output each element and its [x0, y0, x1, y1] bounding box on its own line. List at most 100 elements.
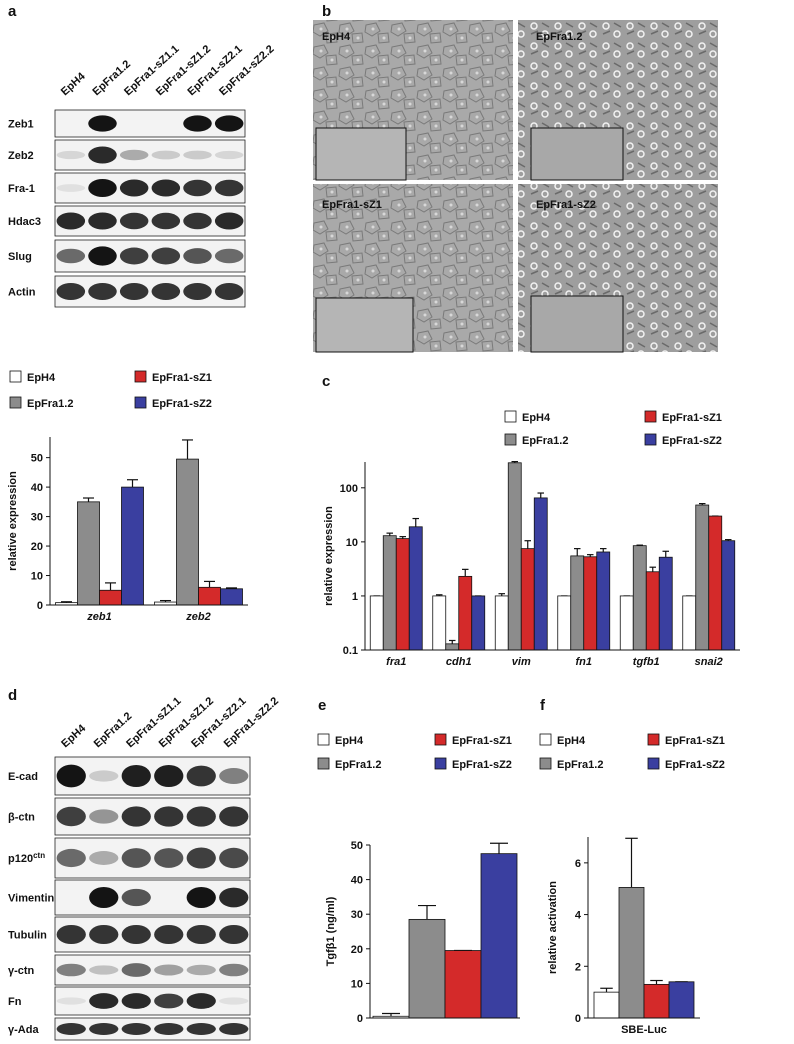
blot-band [121, 924, 151, 945]
bar [593, 991, 620, 1019]
blot-band [56, 806, 86, 827]
x-tick-label: cdh1 [446, 656, 472, 668]
bar [369, 595, 384, 651]
y-tick-label: 4 [575, 910, 582, 922]
blot-band [56, 997, 86, 1005]
panel-letter: a [8, 3, 17, 20]
blot-band [151, 179, 181, 197]
legend-swatch [504, 433, 517, 446]
lane-label: EpFra1-sZ1.2 [154, 43, 213, 98]
blot-band [219, 997, 249, 1005]
legend-label: EpFra1.2 [522, 435, 568, 447]
legend-swatch [317, 757, 330, 770]
blot-band [56, 963, 86, 977]
blot-band [186, 1022, 216, 1036]
row-label: Fra-1 [8, 183, 35, 195]
blot-band [154, 1022, 184, 1036]
blot-band [183, 248, 212, 264]
y-tick-label: 0 [37, 600, 43, 612]
bar [668, 981, 695, 1019]
legend-label: EpFra1-sZ2 [452, 759, 512, 771]
blot-band [119, 247, 149, 265]
y-tick-label: 2 [575, 961, 581, 973]
bar [99, 589, 122, 606]
blot-band [219, 768, 249, 784]
panel-letter: c [322, 373, 330, 390]
row-label: Vimentin [8, 893, 55, 905]
y-tick-label: 1 [352, 591, 358, 603]
row-label-text: p120 [8, 853, 33, 865]
bar [432, 595, 447, 651]
blot-band [214, 115, 244, 132]
bar [507, 462, 522, 651]
y-axis-label: relative expression [7, 471, 19, 571]
blot-band [151, 247, 181, 265]
blot-band [151, 283, 181, 300]
y-tick-label: 0.1 [343, 645, 358, 657]
bar [444, 950, 482, 1019]
blot-band [88, 146, 117, 164]
blot-band [183, 150, 212, 160]
micrograph-label: EpFra1-sZ1 [322, 199, 382, 211]
bar [458, 575, 473, 651]
bar [220, 588, 243, 606]
bar [382, 535, 397, 651]
y-tick-label: 40 [31, 482, 43, 494]
blot-band [219, 847, 249, 869]
blot-band [56, 212, 86, 230]
bar [471, 595, 486, 651]
blot-band [214, 283, 244, 300]
blot-strip [54, 954, 251, 986]
blot-band [214, 179, 244, 197]
blot-band [56, 764, 86, 788]
legend-swatch [647, 733, 660, 746]
blot-band [186, 993, 216, 1009]
blot-band [56, 150, 86, 160]
blot-strip [54, 879, 251, 916]
blot-strip [54, 239, 246, 273]
legend-label: EpH4 [522, 412, 551, 424]
blot-band [56, 248, 86, 264]
legend-label: EpFra1-sZ2 [665, 759, 725, 771]
blot-band [56, 924, 86, 945]
blot-band [56, 848, 86, 868]
blot-band [88, 212, 117, 230]
blot-band [186, 964, 216, 976]
bar [198, 586, 221, 606]
row-label: γ-ctn [8, 965, 35, 977]
blot-band [186, 924, 216, 945]
blot-band [219, 806, 249, 827]
blot-strip [54, 275, 246, 308]
bar [658, 556, 673, 651]
blot-band [186, 765, 216, 787]
x-tick-label: fra1 [386, 656, 406, 668]
row-label: Hdac3 [8, 216, 41, 228]
blot-band [89, 965, 119, 975]
blot-strip [54, 837, 251, 879]
x-tick-label: snai2 [695, 656, 723, 668]
bar [408, 526, 423, 651]
blot-band [214, 248, 244, 264]
row-label: Zeb1 [8, 119, 34, 131]
bar [176, 458, 199, 606]
lane-label: EpH4 [59, 70, 89, 98]
y-axis-label: relative expression [323, 506, 335, 606]
legend-label: EpFra1-sZ1 [662, 412, 722, 424]
blot-band [89, 809, 119, 824]
micrograph-label: EpFra1-sZ2 [536, 199, 596, 211]
legend-swatch [647, 757, 660, 770]
legend-label: EpH4 [27, 372, 56, 384]
blot-band [219, 963, 249, 977]
inset [530, 127, 624, 181]
row-label: p120ctn [8, 851, 45, 865]
y-tick-label: 0 [575, 1013, 581, 1025]
blot-band [119, 149, 149, 161]
blot-band [183, 115, 212, 132]
blot-band [89, 887, 119, 908]
x-tick-label: zeb2 [185, 611, 210, 623]
bar [533, 497, 548, 651]
legend-swatch [317, 733, 330, 746]
legend-swatch [504, 410, 517, 423]
row-label: Zeb2 [8, 150, 34, 162]
